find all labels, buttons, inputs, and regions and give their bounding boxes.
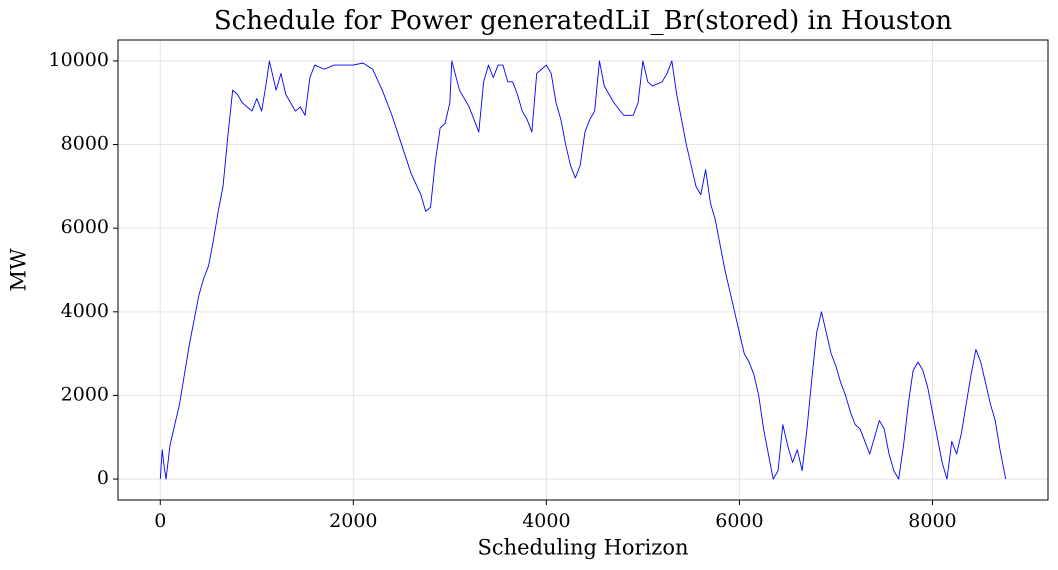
y-tick-label: 10000 <box>49 49 109 71</box>
y-tick-label: 2000 <box>61 383 109 405</box>
plot <box>159 60 1007 480</box>
data-line <box>159 60 1007 480</box>
x-axis-label: Scheduling Horizon <box>477 536 688 560</box>
y-tick-label: 4000 <box>61 300 109 322</box>
grid <box>118 40 1048 500</box>
plot-frame <box>117 39 1049 501</box>
chart-title: Schedule for Power generatedLiI_Br(store… <box>214 6 953 36</box>
y-tick-label: 0 <box>97 467 109 489</box>
x-tick-label: 4000 <box>522 510 570 532</box>
x-tick-label: 6000 <box>715 510 763 532</box>
y-axis-label: MW <box>7 248 31 292</box>
x-tick-label: 8000 <box>908 510 956 532</box>
y-tick-label: 8000 <box>61 133 109 155</box>
x-tick-label: 0 <box>154 510 166 532</box>
y-tick-label: 6000 <box>61 216 109 238</box>
x-tick-label: 2000 <box>329 510 377 532</box>
